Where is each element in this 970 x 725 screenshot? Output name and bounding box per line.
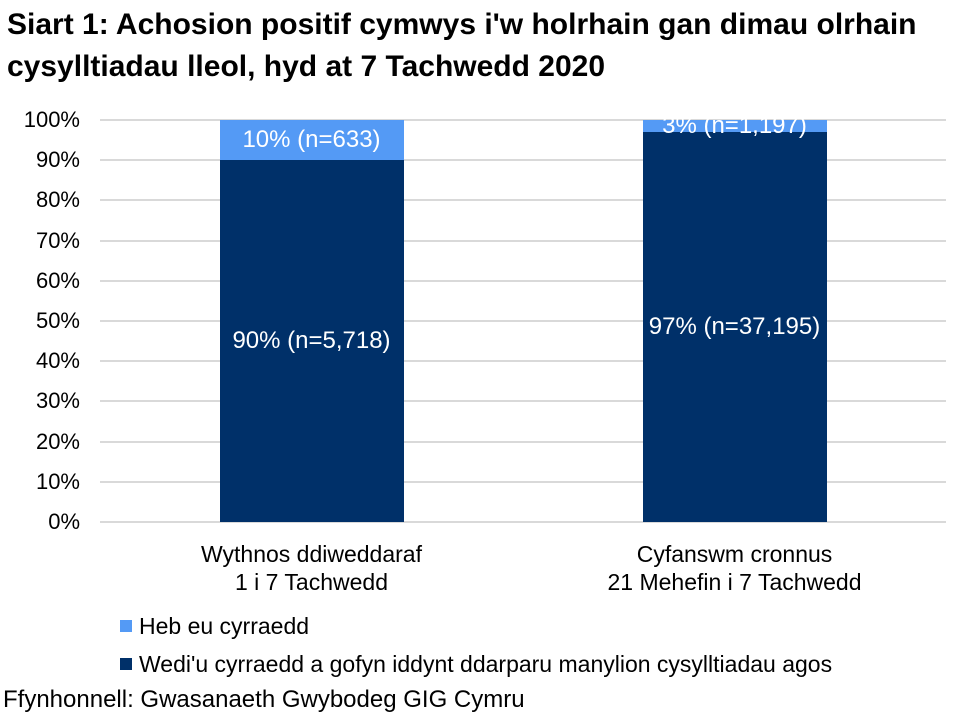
x-axis-category-label: Wythnos ddiweddaraf 1 i 7 Tachwedd [100,540,523,596]
bar-segment-label: 3% (n=1,197) [662,112,807,140]
gridline [100,440,946,443]
gridline [100,159,946,162]
y-axis-tick-label: 90% [35,147,80,173]
y-axis-tick-label: 60% [35,267,80,293]
y-axis-tick-label: 0% [48,509,80,534]
gridline [100,320,946,322]
category-label-line1: Wythnos ddiweddaraf [201,541,422,567]
bar-segment-not-reached: 10% (n=633) [219,120,404,161]
y-axis-tick-label: 50% [35,308,80,333]
bar-segment-reached: 97% (n=37,195) [642,132,827,522]
bar-segment-label: 90% (n=5,718) [232,327,391,355]
y-axis-tick-label: 20% [35,428,80,454]
legend-swatch-reached [120,658,132,670]
gridline [100,521,946,523]
legend-label-reached: Wedi'u cyrraedd a gofyn iddynt ddarparu … [139,650,833,677]
y-axis-tick-label: 70% [35,227,80,253]
gridline [100,480,946,483]
y-axis-tick-label: 10% [35,468,80,494]
bar-segment-label: 10% (n=633) [242,126,381,154]
chart-title: Siart 1: Achosion positif cymwys i'w hol… [7,8,917,83]
y-axis-tick-label: 100% [23,107,80,132]
legend-item-not-reached: Heb eu cyrraedd [120,612,832,639]
y-axis-tick-label: 30% [35,388,80,414]
bar-segment-not-reached: 3% (n=1,197) [642,113,827,139]
bar-segment-reached: 90% (n=5,718) [219,160,404,522]
source-note: Ffynhonnell: Gwasanaeth Gwybodeg GIG Cym… [3,686,525,713]
legend-label-not-reached: Heb eu cyrraedd [139,612,310,639]
y-axis-tick-label: 40% [35,348,80,374]
legend-swatch-not-reached [120,620,132,632]
legend-item-reached: Wedi'u cyrraedd a gofyn iddynt ddarparu … [120,650,833,677]
legend: Heb eu cyrraedd Wedi'u cyrraedd a gofyn … [120,612,833,690]
gridline [100,199,946,202]
category-label-line2: 21 Mehefin i 7 Tachwedd [607,569,862,595]
category-label-line1: Cyfanswm cronnus [636,541,833,567]
gridline [100,119,946,121]
bar-segment-label: 97% (n=37,195) [648,313,821,341]
gridline [100,279,946,282]
category-label-line2: 1 i 7 Tachwedd [234,569,388,595]
gridline [100,400,946,403]
gridline [100,360,946,363]
x-axis-category-label: Cyfanswm cronnus 21 Mehefin i 7 Tachwedd [523,540,946,596]
gridline [100,239,946,242]
y-axis-tick-label: 80% [35,187,80,213]
